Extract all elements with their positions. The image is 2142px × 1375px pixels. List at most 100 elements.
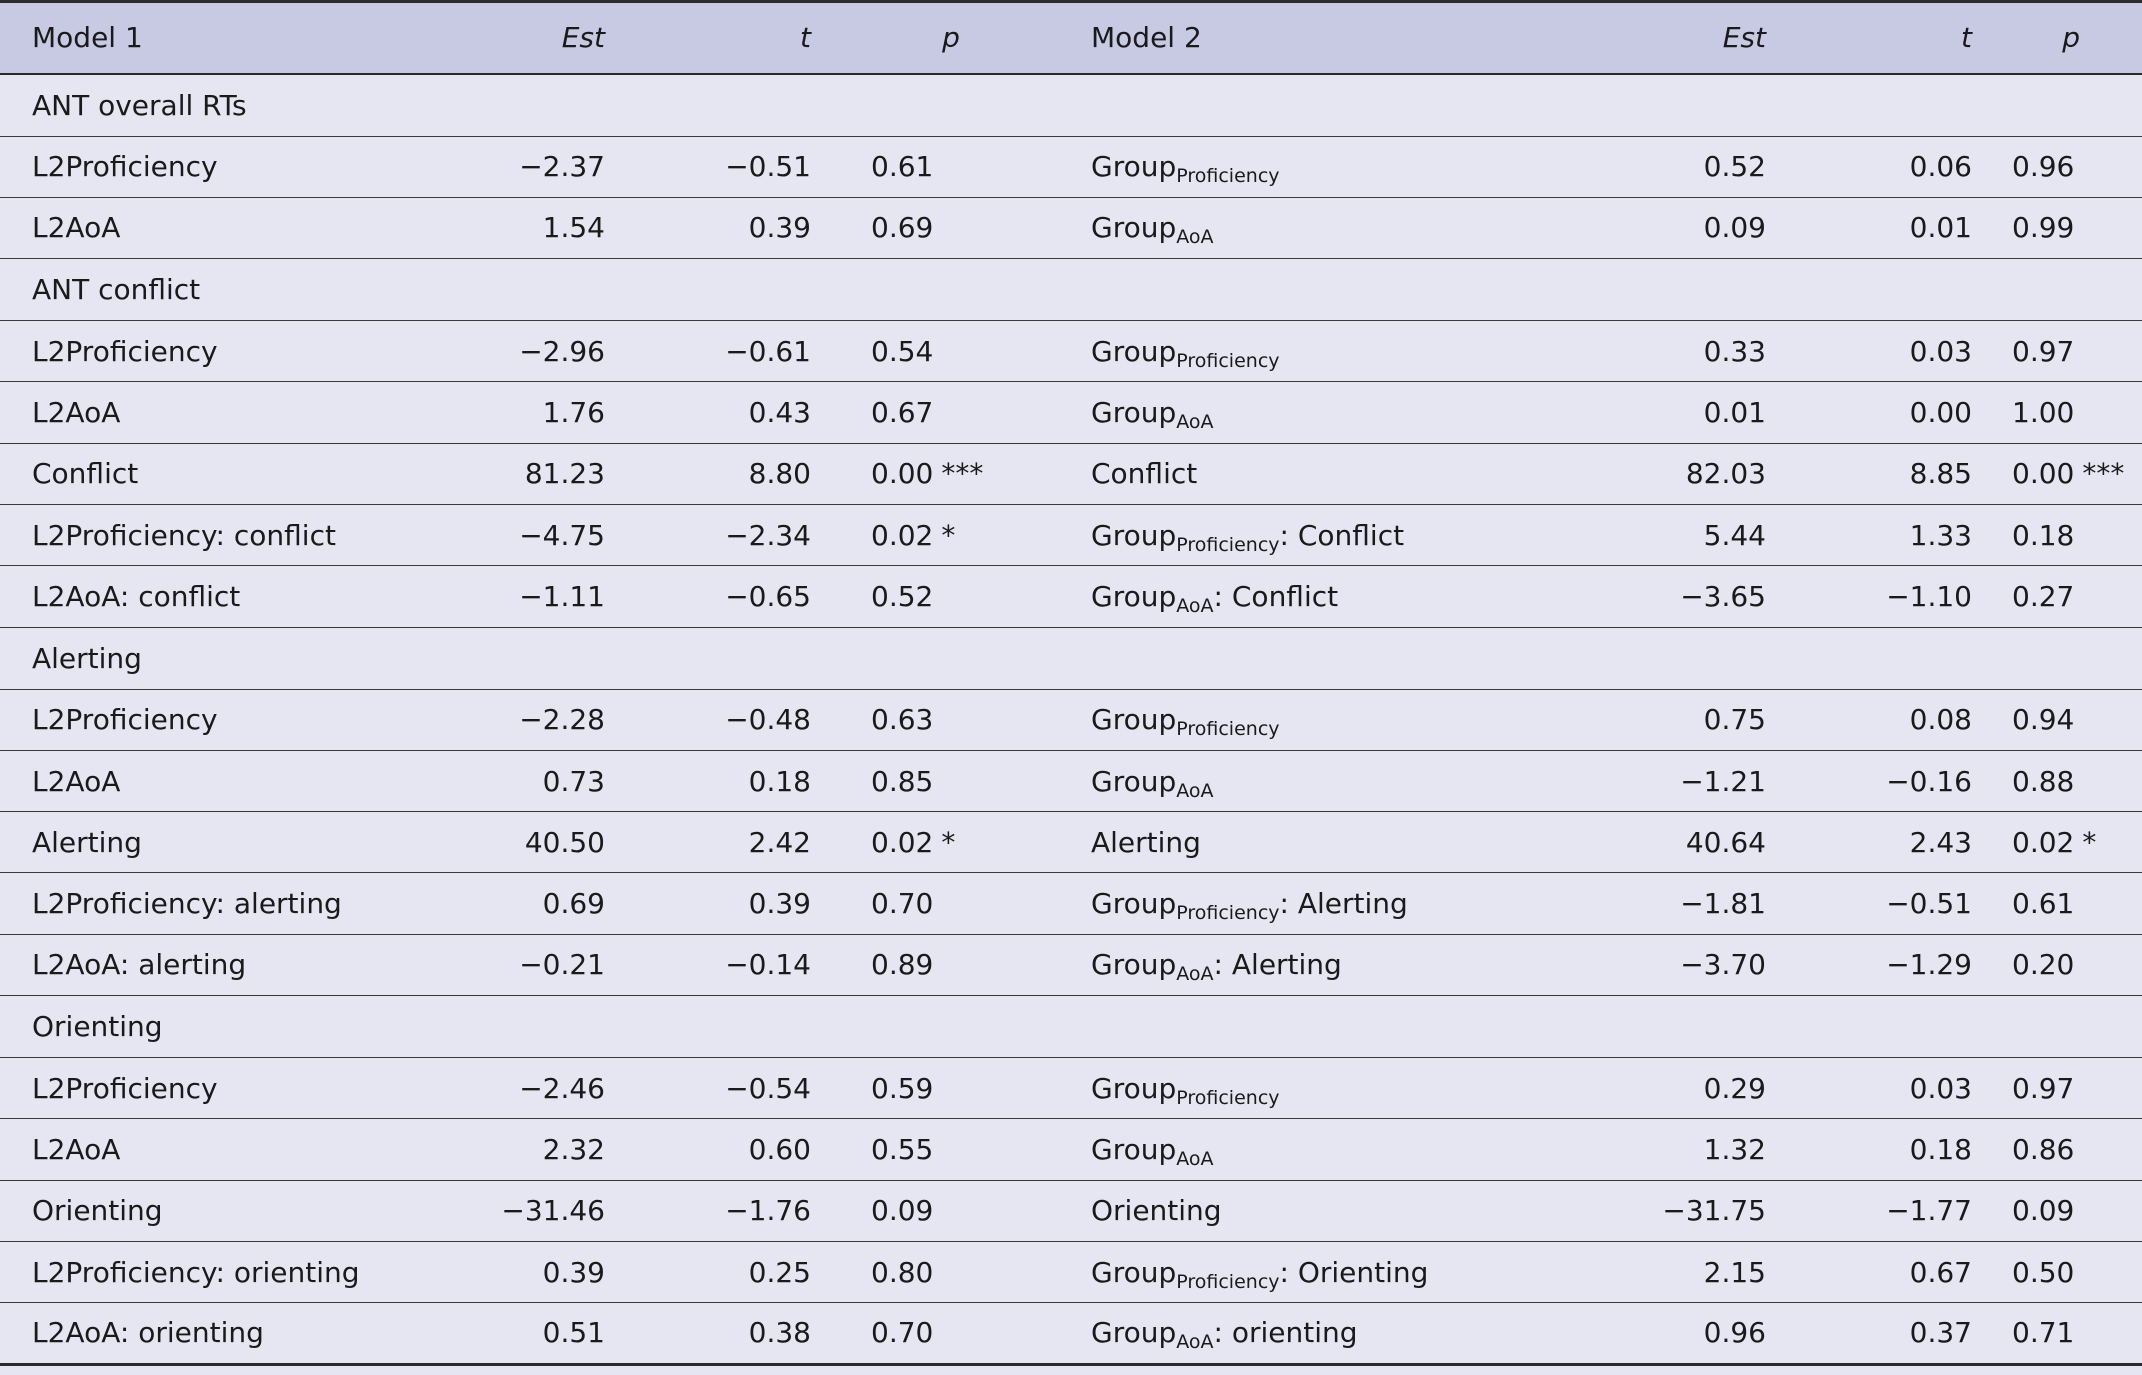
model2-p: 0.20: [1972, 934, 2142, 997]
model1-p: 0.09: [811, 1180, 1091, 1242]
model2-term-suffix: : Alerting: [1213, 948, 1342, 982]
model1-term: L2Proficiency: [32, 136, 450, 198]
model2-term-base: Group: [1091, 1316, 1177, 1350]
model2-term-sub: Proficiency: [1176, 902, 1280, 925]
table-row: Alerting 40.50 2.42 0.02 * Alerting 40.64 2.43 0…: [0, 811, 2142, 874]
model2-term-sub: Proficiency: [1176, 1270, 1280, 1293]
model2-term: GroupProficiency: Conflict: [1091, 504, 1486, 567]
model2-term-sub: AoA: [1176, 226, 1214, 249]
model2-sig: ***: [2082, 457, 2125, 491]
header-p1: p: [811, 0, 1091, 75]
model1-est: 2.32: [450, 1118, 605, 1181]
table-row: L2Proficiency: alerting 0.69 0.39 0.70 Group…: [0, 872, 2142, 935]
model1-est: 0.73: [450, 750, 605, 813]
model2-est: −1.81: [1486, 872, 1766, 935]
model2-term-sub: Proficiency: [1176, 533, 1280, 556]
model1-term: L2Proficiency: [32, 320, 450, 383]
model2-p-value: 0.96: [2012, 150, 2075, 184]
model1-t: −1.76: [605, 1180, 811, 1242]
model2-term-base: Group: [1091, 1133, 1177, 1166]
table-row: Conflict 81.23 8.80 0.00 *** Conflict 82.03 8.8…: [0, 443, 2142, 505]
model1-est: −31.46: [450, 1180, 605, 1242]
header-p2: p: [1972, 0, 2142, 75]
model2-term-sub: AoA: [1176, 411, 1214, 434]
model1-p-value: 0.70: [871, 1316, 934, 1350]
model1-p-value: 0.00: [871, 457, 934, 491]
model1-est: 1.54: [450, 197, 605, 260]
model1-p: 0.02 *: [811, 811, 1091, 874]
table-row: L2AoA: orienting 0.51 0.38 0.70 GroupAoA: or…: [0, 1302, 2142, 1366]
model1-t: 0.43: [605, 381, 811, 444]
model2-term: GroupProficiency: Orienting: [1091, 1241, 1486, 1304]
model1-t: −0.48: [605, 689, 811, 751]
model2-p: 0.18: [1972, 504, 2142, 567]
model1-p-value: 0.63: [871, 703, 934, 737]
model2-est: −3.65: [1486, 565, 1766, 628]
model1-term: L2Proficiency: [32, 689, 450, 751]
model2-t: 1.33: [1766, 504, 1972, 567]
model1-term: L2Proficiency: [32, 1057, 450, 1120]
model2-term-base: Group: [1091, 211, 1177, 245]
section-row: Alerting: [0, 627, 2142, 690]
table-row: Orienting −31.46 −1.76 0.09 Orienting −31.75−…: [0, 1180, 2142, 1242]
model1-term: L2Proficiency: conflict: [32, 504, 450, 567]
model2-t: 2.43: [1766, 811, 1972, 874]
model2-term-base: Group: [1091, 334, 1177, 368]
section-title: Orienting: [32, 995, 2142, 1059]
model2-term-suffix: : Alerting: [1279, 887, 1408, 921]
model2-term-base: Conflict: [1091, 457, 1198, 491]
table-row: L2AoA: conflict −1.11 −0.65 0.52 GroupAoA: C…: [0, 565, 2142, 628]
model2-p: 0.00 ***: [1972, 443, 2142, 505]
header-t2: t: [1766, 0, 1972, 75]
model2-sig: *: [2082, 825, 2097, 859]
model2-term-base: Group: [1091, 150, 1177, 184]
model2-t: 0.06: [1766, 136, 1972, 198]
model2-term: GroupAoA: [1091, 1118, 1486, 1181]
model2-est: 2.15: [1486, 1241, 1766, 1304]
header-model2: Model 2: [1091, 0, 1486, 75]
model1-term: L2AoA: conflict: [32, 565, 450, 628]
model2-term: Orienting: [1091, 1180, 1486, 1242]
model2-p: 0.86: [1972, 1118, 2142, 1181]
header-est1: Est: [450, 0, 605, 75]
model2-est: 0.09: [1486, 197, 1766, 260]
model1-term: L2Proficiency: orienting: [32, 1241, 450, 1304]
model2-p-value: 0.18: [2012, 518, 2075, 552]
model1-t: 0.18: [605, 750, 811, 813]
model2-est: 0.29: [1486, 1057, 1766, 1120]
table-row: L2AoA 1.54 0.39 0.69 GroupAoA 0.09 0.01 0.99: [0, 197, 2142, 260]
model2-p: 0.96: [1972, 136, 2142, 198]
model2-p-value: 0.88: [2012, 764, 2075, 798]
model2-p-value: 1.00: [2012, 396, 2075, 430]
model2-t: −0.51: [1766, 872, 1972, 935]
model2-est: −31.75: [1486, 1180, 1766, 1242]
model1-t: −0.61: [605, 320, 811, 383]
model1-t: 0.39: [605, 872, 811, 935]
model2-t: 0.01: [1766, 197, 1972, 260]
model2-t: 0.03: [1766, 1057, 1972, 1120]
model1-p: 0.61: [811, 136, 1091, 198]
model1-est: 40.50: [450, 811, 605, 874]
model1-p: 0.70: [811, 872, 1091, 935]
model1-t: 8.80: [605, 443, 811, 505]
header-t1: t: [605, 0, 811, 75]
model2-term: GroupAoA: Alerting: [1091, 934, 1486, 997]
model2-t: −1.29: [1766, 934, 1972, 997]
model2-p-value: 0.02: [2012, 825, 2075, 859]
model1-est: −4.75: [450, 504, 605, 567]
model1-p: 0.54: [811, 320, 1091, 383]
model2-est: −3.70: [1486, 934, 1766, 997]
model2-t: 0.37: [1766, 1302, 1972, 1366]
model2-p: 0.99: [1972, 197, 2142, 260]
model2-term-base: Orienting: [1091, 1194, 1222, 1228]
model2-term-base: Group: [1091, 887, 1177, 921]
model2-p-value: 0.27: [2012, 579, 2075, 613]
model1-p: 0.63: [811, 689, 1091, 751]
model2-term-suffix: : Conflict: [1213, 579, 1339, 613]
model1-p-value: 0.55: [871, 1133, 934, 1166]
header-row: Model 1 Est t p Model 2 Est t p: [0, 0, 2142, 75]
model1-est: −2.37: [450, 136, 605, 198]
model1-est: −1.11: [450, 565, 605, 628]
model1-p: 0.67: [811, 381, 1091, 444]
model1-p-value: 0.70: [871, 887, 934, 921]
